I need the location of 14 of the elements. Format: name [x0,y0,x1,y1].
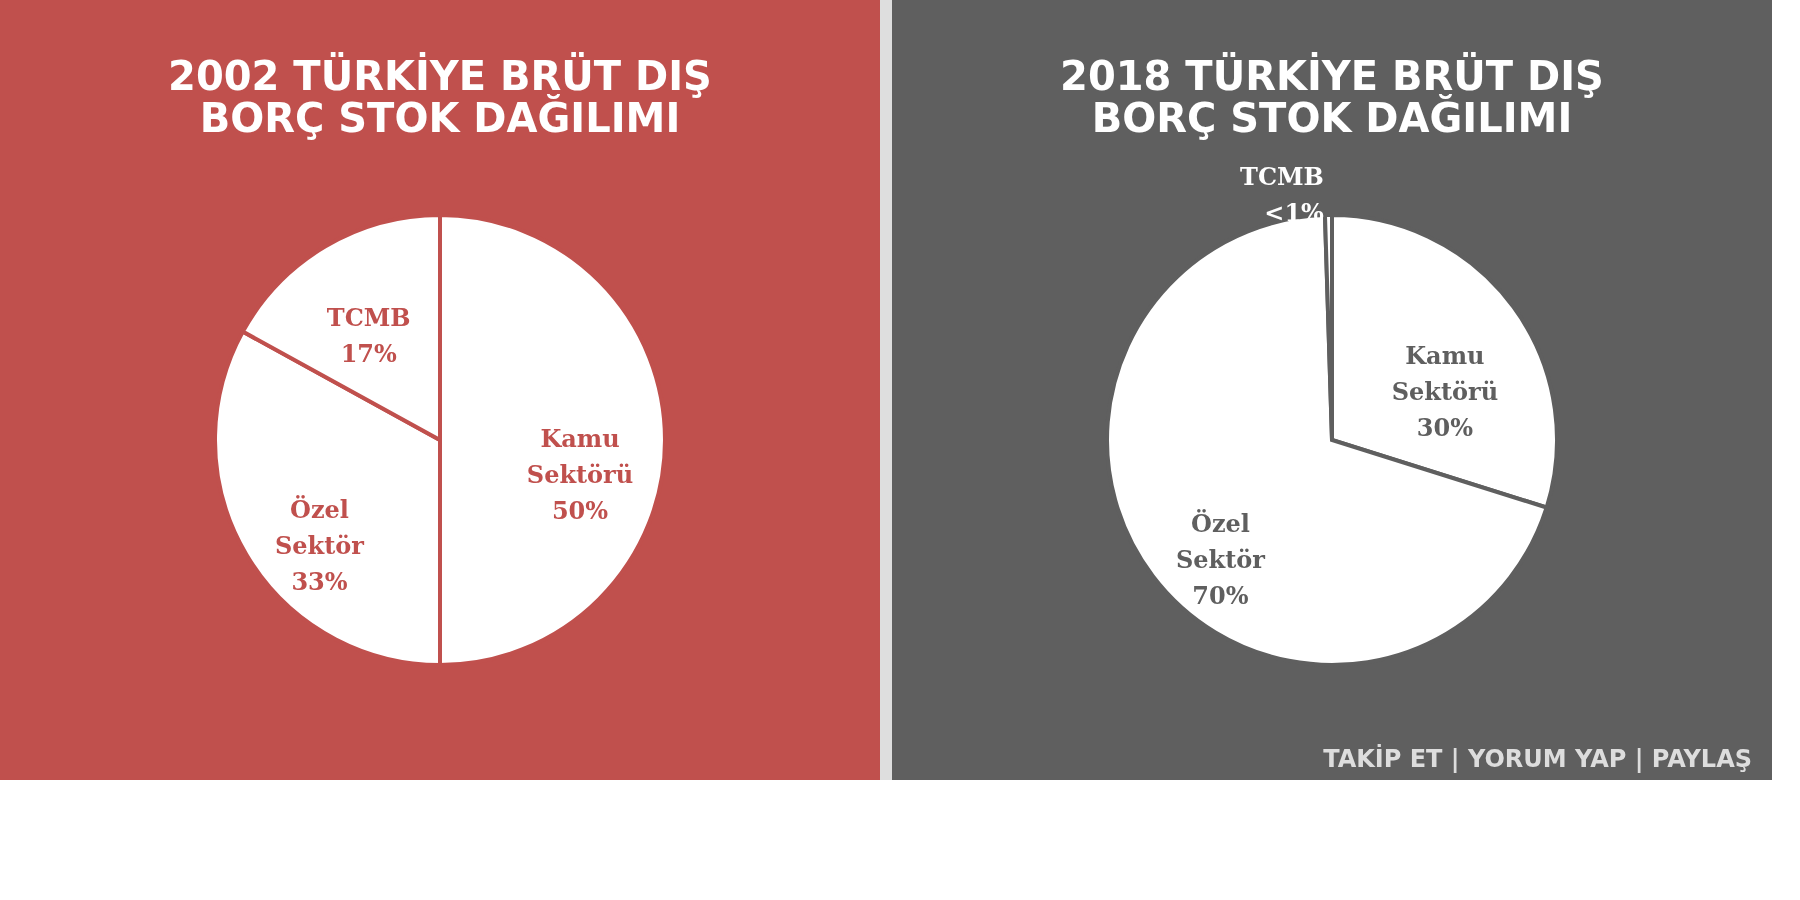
data-label: 50% [551,496,609,525]
data-label: 30% [1416,413,1474,443]
data-label: 33% [291,567,348,597]
slice-label: Kamu Sektörü [1391,341,1499,407]
data-label: 17% [340,339,398,369]
slice-label: Özel Sektör [275,495,365,561]
chart-title: 2018 TÜRKİYE BRÜT DIŞ BORÇ STOK DAĞILIMI [1060,52,1604,141]
data-label: 70% [1192,580,1249,610]
slice-label: TCMB [1240,162,1324,192]
chart-title: 2002 TÜRKİYE BRÜT DIŞ BORÇ STOK DAĞILIMI [168,52,712,141]
slice-label: Özel Sektör [1175,508,1266,574]
slice-label: TCMB [326,303,411,333]
text: TAKİP ET | YORUM YAP | PAYLAŞ [1323,744,1752,773]
slice-label: Kamu Sektörü [526,424,634,489]
